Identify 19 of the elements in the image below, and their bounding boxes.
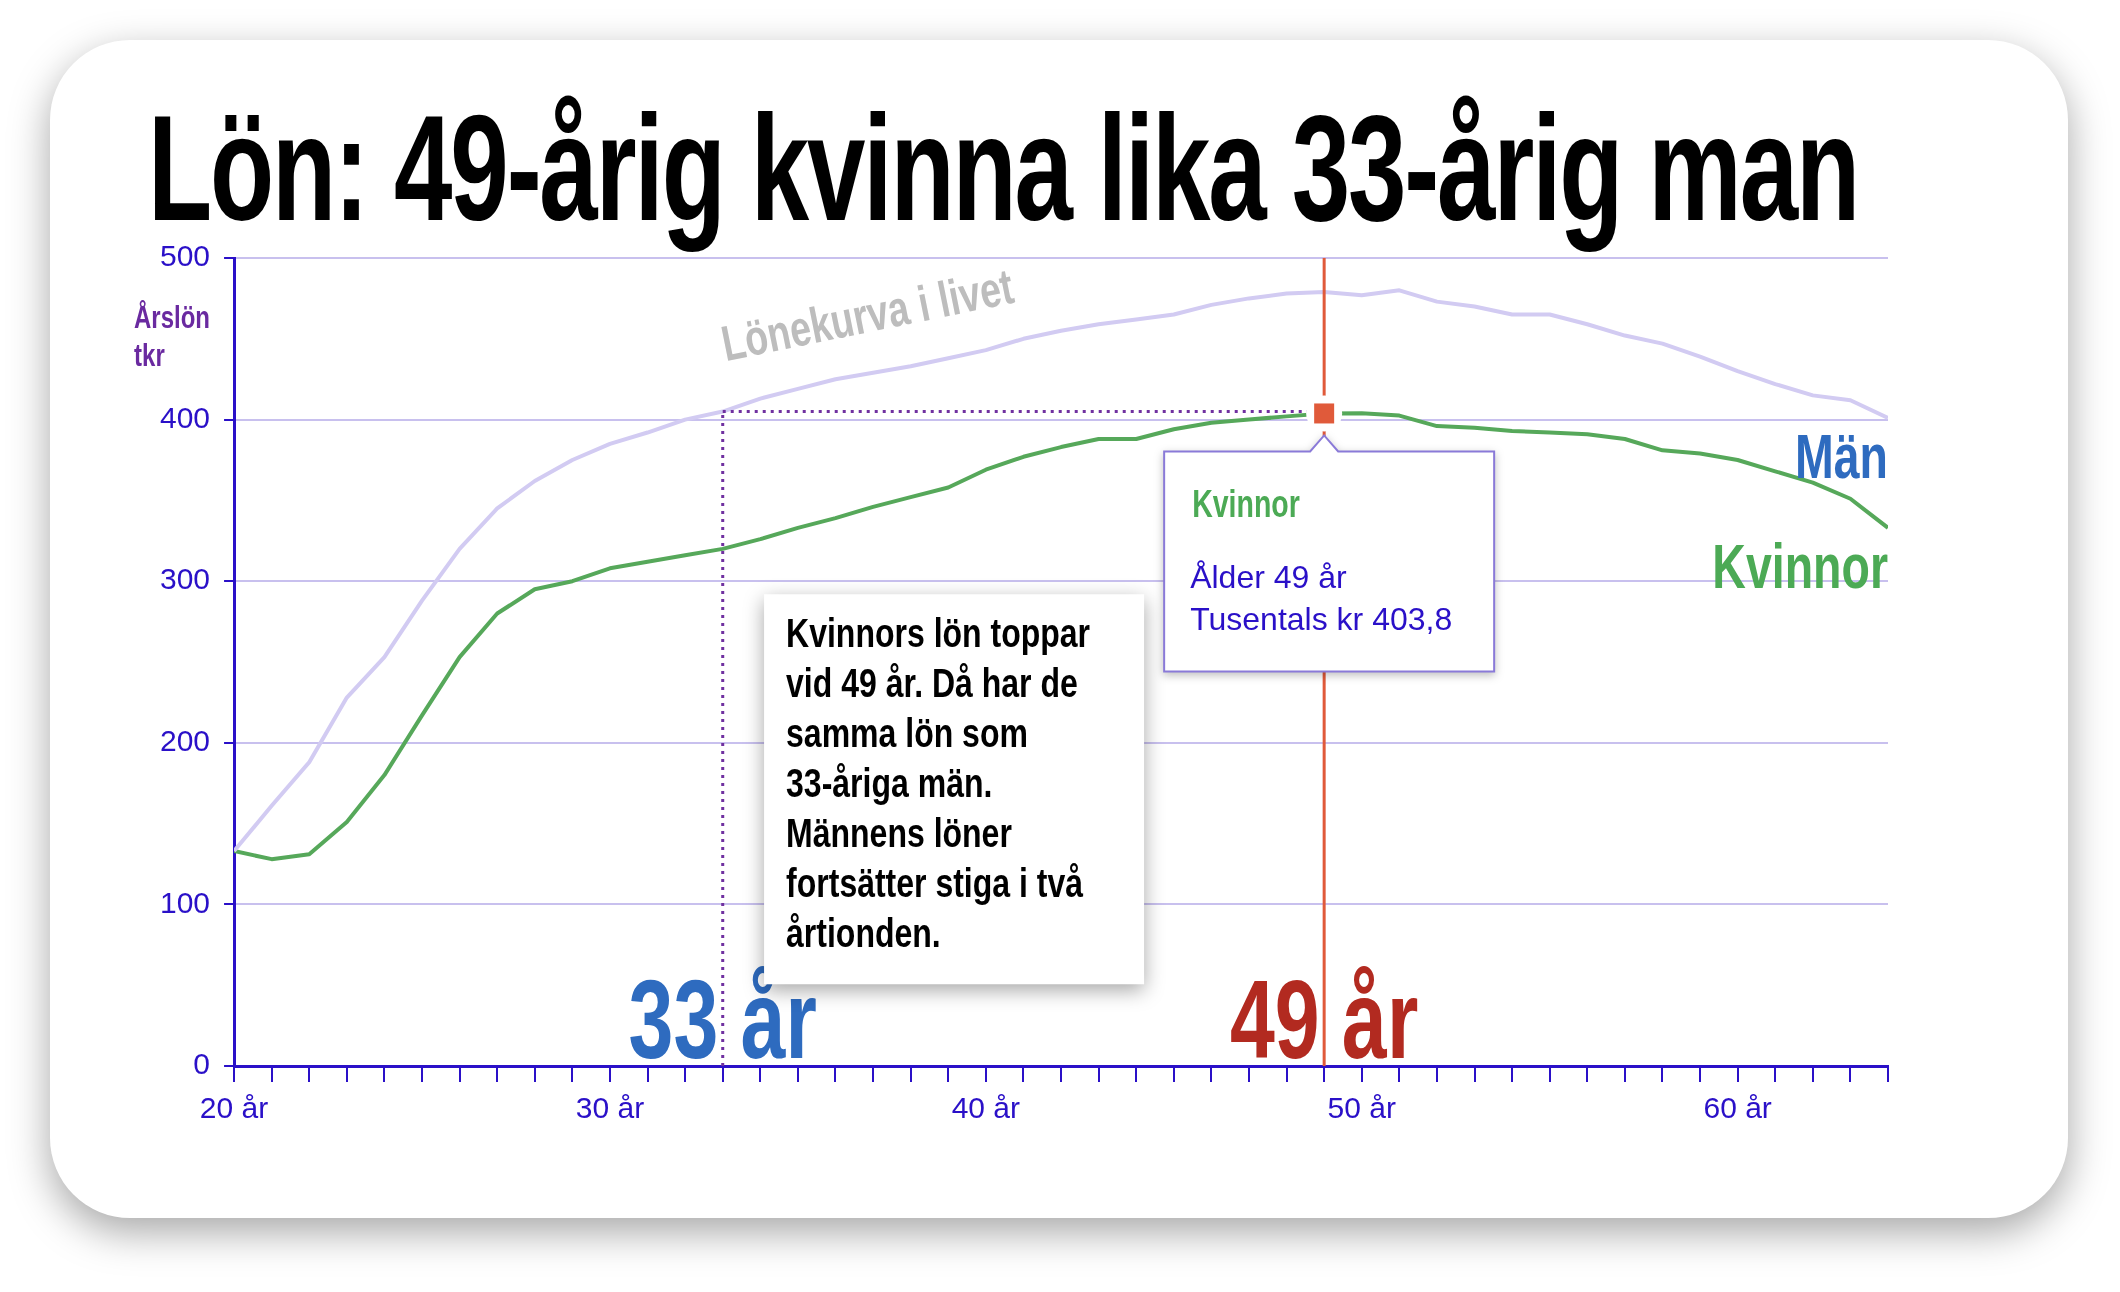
y-tick-label: 400 [159, 400, 211, 434]
x-tick-label: 50 år [1327, 1091, 1396, 1125]
x-tick-label: 20 år [199, 1091, 269, 1125]
series-label: Män [1794, 421, 1888, 492]
y-tick-label: 500 [159, 239, 211, 273]
annotation: Kvinnors lön toppar vid 49 år. Då har de samma lön som 33-åriga män. Männens löner fortsätter stiga i två årtionden. [786, 610, 1091, 956]
y-tick-label: 300 [159, 562, 211, 596]
y-tick-label: 0 [193, 1047, 211, 1081]
y-tick-label: 200 [159, 724, 211, 758]
y-tick-label: 100 [159, 885, 211, 919]
ref-line-label: 49 år [1230, 957, 1419, 1083]
y-axis-title: Årslön tkr [134, 298, 211, 373]
series-label: Kvinnor [1712, 531, 1888, 602]
annotation: Lönekurva i livet [716, 257, 1019, 372]
x-tick-label: 60 år [1703, 1091, 1772, 1125]
x-tick-label: 30 år [575, 1091, 645, 1125]
annotation: Kvinnor Ålder 49 år Tusentals kr 403,8 [1190, 483, 1453, 638]
ref-line-label: 33 år [628, 957, 817, 1083]
x-tick-label: 40 år [951, 1091, 1021, 1125]
